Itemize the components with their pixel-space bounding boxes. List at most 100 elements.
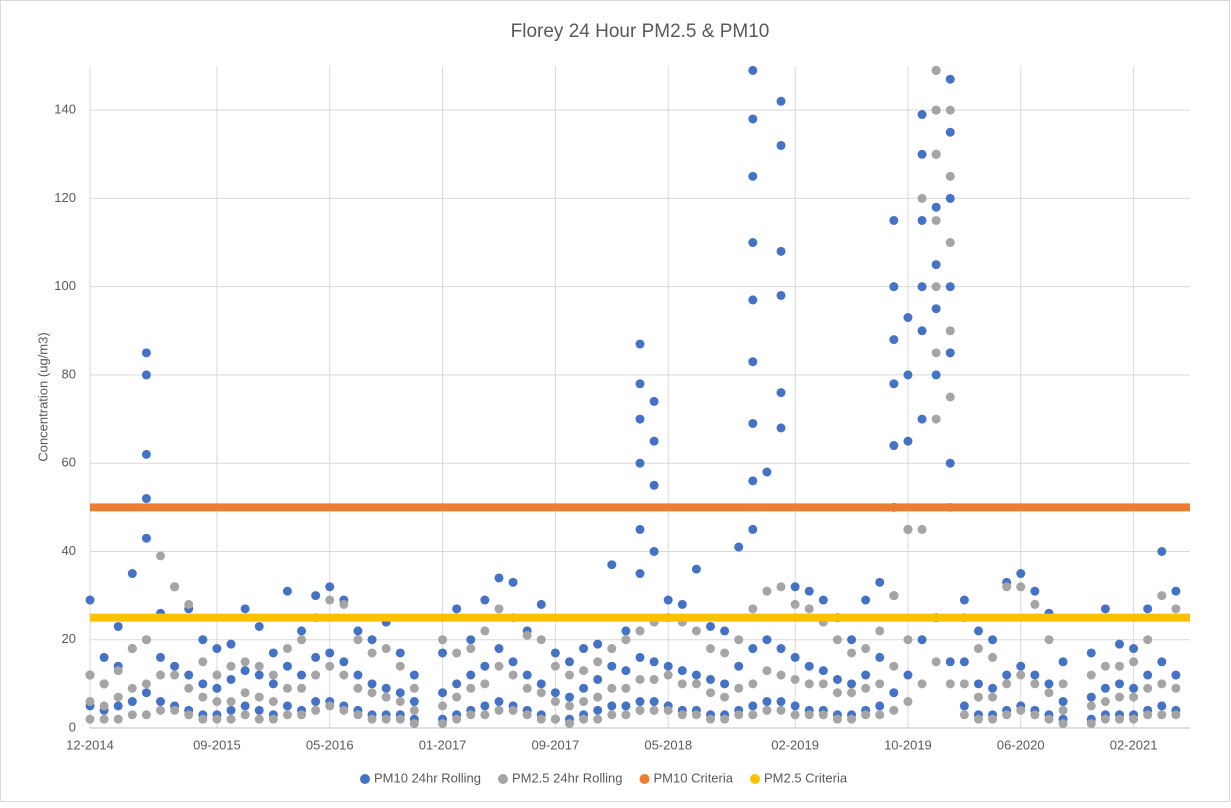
data-point xyxy=(409,670,419,680)
data-point xyxy=(790,674,800,684)
data-point xyxy=(762,697,772,707)
data-point xyxy=(1143,683,1153,693)
data-point xyxy=(748,171,758,181)
data-point xyxy=(790,599,800,609)
data-point xyxy=(945,282,955,292)
data-point xyxy=(353,626,363,636)
data-point xyxy=(254,621,264,631)
data-point xyxy=(804,604,814,614)
data-point xyxy=(268,697,278,707)
data-point xyxy=(832,674,842,684)
data-point xyxy=(649,396,659,406)
data-point xyxy=(734,710,744,720)
data-point xyxy=(212,714,222,724)
data-point xyxy=(240,710,250,720)
data-point xyxy=(550,648,560,658)
data-point xyxy=(973,679,983,689)
data-point xyxy=(240,666,250,676)
data-point xyxy=(889,335,899,345)
data-point xyxy=(720,692,730,702)
data-point xyxy=(818,666,828,676)
data-point xyxy=(522,710,532,720)
data-point xyxy=(226,639,236,649)
data-point xyxy=(889,215,899,225)
data-point xyxy=(1171,586,1181,596)
data-point xyxy=(635,569,645,579)
data-point xyxy=(593,714,603,724)
data-point xyxy=(127,710,137,720)
data-point xyxy=(254,714,264,724)
data-point xyxy=(198,692,208,702)
data-point xyxy=(635,674,645,684)
data-point xyxy=(776,644,786,654)
data-point xyxy=(339,670,349,680)
data-point xyxy=(353,683,363,693)
data-point xyxy=(748,238,758,248)
data-point xyxy=(339,657,349,667)
data-point xyxy=(226,705,236,715)
x-tick-label: 02-2019 xyxy=(771,737,819,752)
data-point xyxy=(395,688,405,698)
y-tick-label: 20 xyxy=(62,631,76,646)
data-point xyxy=(649,480,659,490)
data-point xyxy=(395,648,405,658)
legend-marker xyxy=(360,774,370,784)
data-point xyxy=(663,670,673,680)
legend-label: PM2.5 24hr Rolling xyxy=(512,770,623,785)
data-point xyxy=(748,524,758,534)
data-point xyxy=(931,370,941,380)
data-point xyxy=(212,683,222,693)
data-point xyxy=(1030,679,1040,689)
data-point xyxy=(1143,710,1153,720)
data-point xyxy=(875,626,885,636)
data-point xyxy=(635,697,645,707)
data-point xyxy=(945,348,955,358)
data-point xyxy=(141,688,151,698)
legend: PM10 24hr Rolling PM2.5 24hr Rolling PM10 … xyxy=(360,770,848,785)
data-point xyxy=(297,670,307,680)
data-point xyxy=(959,701,969,711)
data-point xyxy=(917,149,927,159)
data-point xyxy=(522,670,532,680)
data-point xyxy=(847,688,857,698)
data-point xyxy=(649,674,659,684)
data-point xyxy=(790,701,800,711)
data-point xyxy=(917,679,927,689)
data-point xyxy=(127,683,137,693)
data-point xyxy=(113,714,123,724)
legend-label: PM2.5 Criteria xyxy=(764,770,848,785)
legend-marker xyxy=(749,774,760,784)
data-point xyxy=(720,679,730,689)
data-point xyxy=(170,670,180,680)
data-point xyxy=(198,657,208,667)
legend-label: PM10 Criteria xyxy=(654,770,734,785)
data-point xyxy=(1157,546,1167,556)
data-point xyxy=(1157,657,1167,667)
data-point xyxy=(268,648,278,658)
data-point xyxy=(706,688,716,698)
data-point xyxy=(931,149,941,159)
legend-marker xyxy=(497,774,508,784)
data-point xyxy=(1114,714,1124,724)
data-point xyxy=(564,670,574,680)
data-point xyxy=(522,683,532,693)
data-point xyxy=(607,683,617,693)
data-point xyxy=(85,670,95,680)
data-point xyxy=(494,604,504,614)
data-point xyxy=(1086,719,1096,729)
data-point xyxy=(1114,661,1124,671)
data-point xyxy=(593,657,603,667)
data-point xyxy=(720,714,730,724)
data-point xyxy=(861,670,871,680)
data-point xyxy=(847,714,857,724)
data-point xyxy=(99,714,109,724)
data-point xyxy=(818,595,828,605)
data-point xyxy=(240,604,250,614)
data-point xyxy=(1044,688,1054,698)
data-point xyxy=(438,688,448,698)
data-point xyxy=(875,577,885,587)
data-point xyxy=(635,379,645,389)
data-point xyxy=(226,697,236,707)
data-point xyxy=(579,697,589,707)
